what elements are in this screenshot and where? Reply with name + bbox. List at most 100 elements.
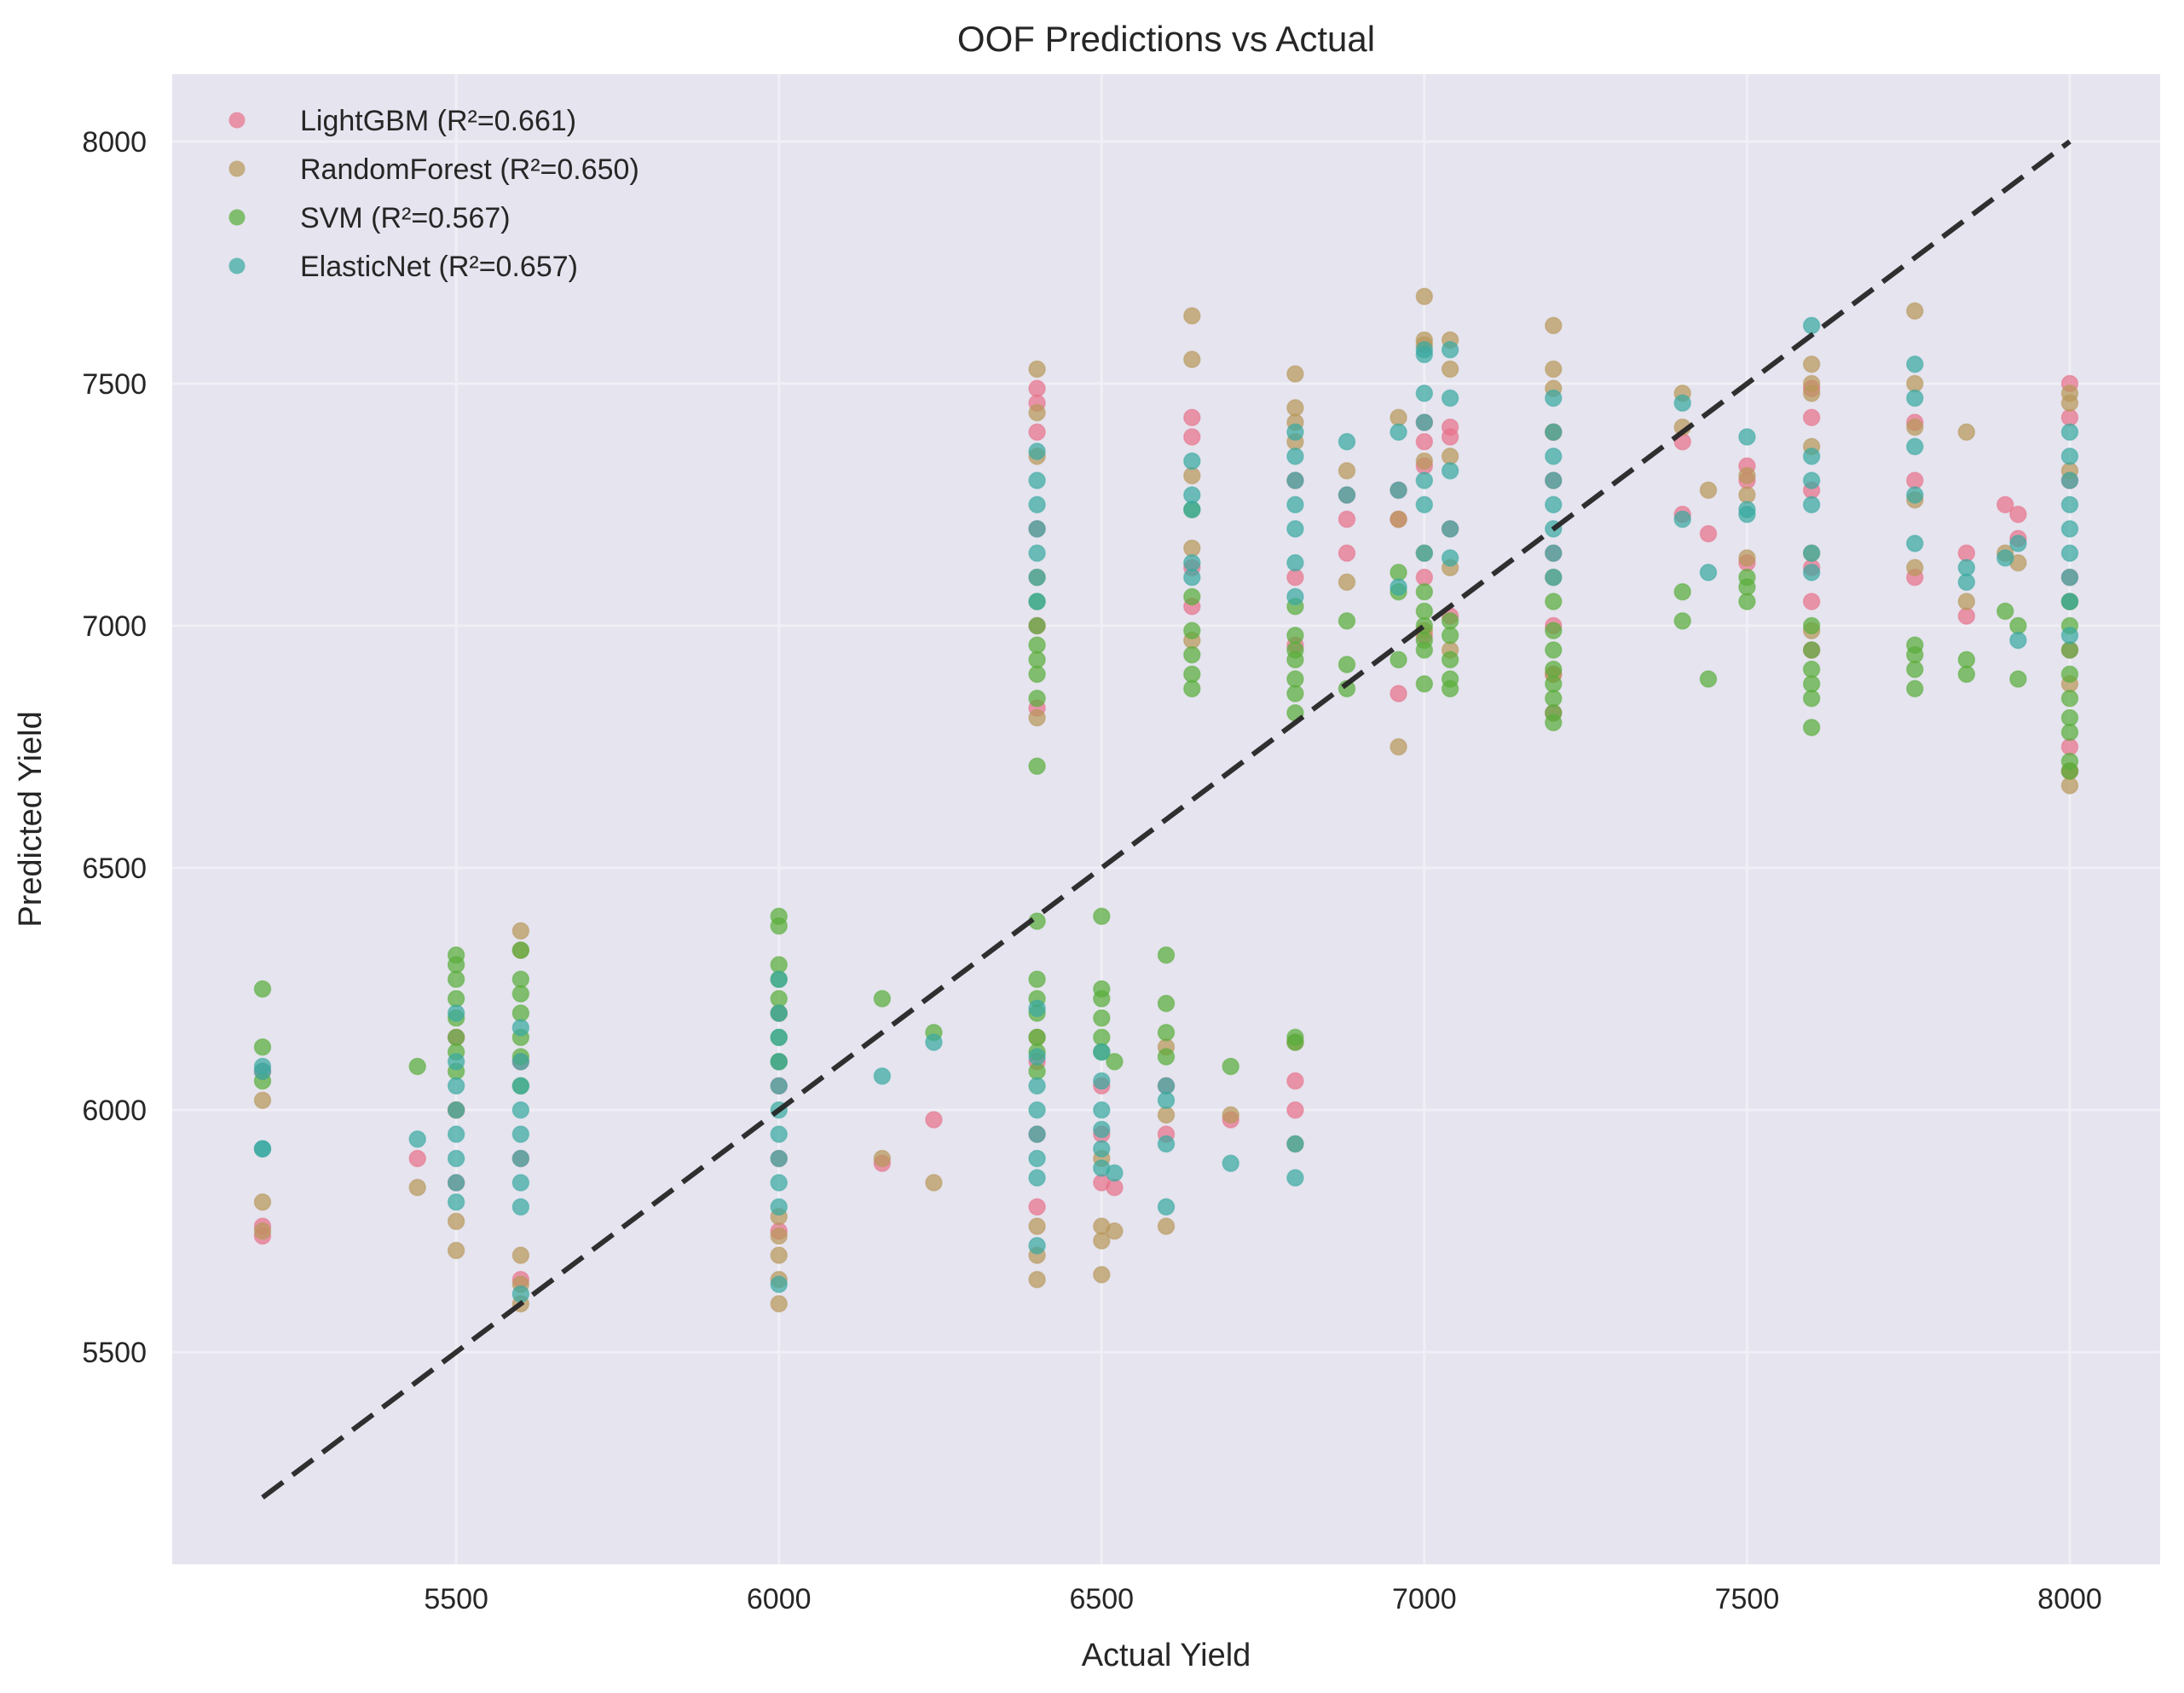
data-point xyxy=(770,1227,788,1245)
data-point xyxy=(1183,679,1201,698)
data-point xyxy=(1286,520,1304,538)
data-point xyxy=(253,979,272,998)
data-point xyxy=(1390,423,1407,442)
data-point xyxy=(1338,510,1356,529)
data-point xyxy=(2060,762,2079,780)
data-point xyxy=(253,1062,272,1080)
data-point xyxy=(1338,462,1356,480)
data-point xyxy=(1390,685,1407,702)
data-point xyxy=(1028,708,1046,727)
data-point xyxy=(1545,674,1563,693)
data-point xyxy=(253,1140,272,1158)
data-point xyxy=(1390,578,1407,596)
y-tick-label: 5500 xyxy=(82,1337,147,1369)
data-point xyxy=(1738,549,1756,567)
data-point xyxy=(447,1241,465,1260)
data-point xyxy=(1028,520,1046,538)
data-point xyxy=(1415,345,1434,364)
legend-marker xyxy=(228,257,246,274)
data-point xyxy=(1390,650,1407,669)
data-point xyxy=(2060,447,2079,465)
data-point xyxy=(2060,568,2079,586)
data-point xyxy=(770,990,788,1008)
data-point xyxy=(511,985,530,1003)
data-point xyxy=(770,1125,788,1143)
data-point xyxy=(873,1149,892,1168)
data-point xyxy=(447,1077,465,1095)
legend-marker xyxy=(228,209,246,226)
data-point xyxy=(1441,612,1459,630)
x-tick-label: 8000 xyxy=(2037,1583,2102,1615)
data-point xyxy=(511,1019,530,1037)
data-point xyxy=(447,990,465,1008)
data-point xyxy=(408,1178,426,1197)
data-point xyxy=(1802,690,1821,708)
data-point xyxy=(2060,471,2079,489)
data-point xyxy=(1028,1101,1046,1119)
data-point xyxy=(2009,534,2027,552)
data-point xyxy=(1390,737,1407,756)
data-point xyxy=(1028,1125,1046,1143)
data-point xyxy=(1028,1028,1046,1047)
x-axis-label: Actual Yield xyxy=(1082,1638,1251,1673)
data-point xyxy=(1802,495,1821,514)
data-point xyxy=(1028,616,1046,635)
data-point xyxy=(770,1275,788,1293)
data-point xyxy=(1286,1033,1304,1051)
data-point xyxy=(770,1053,788,1071)
data-point xyxy=(1106,1164,1124,1182)
data-point xyxy=(1390,510,1407,529)
data-point xyxy=(1441,679,1459,698)
data-point xyxy=(1415,452,1434,471)
data-point xyxy=(1157,1023,1176,1042)
data-point xyxy=(1957,650,1976,669)
data-point xyxy=(1415,674,1434,693)
data-point xyxy=(1028,757,1046,776)
data-point xyxy=(1157,1217,1176,1235)
data-point xyxy=(511,941,530,959)
legend: LightGBM (R²=0.661) RandomForest (R²=0.65… xyxy=(228,105,639,283)
legend-marker xyxy=(228,112,246,129)
data-point xyxy=(1028,1217,1046,1235)
data-point xyxy=(1802,355,1821,373)
data-point xyxy=(1338,486,1356,504)
data-point xyxy=(511,1285,530,1303)
data-point xyxy=(1286,447,1304,465)
data-point xyxy=(1157,1198,1176,1216)
data-point xyxy=(1441,340,1459,359)
data-point xyxy=(1106,1053,1124,1071)
data-point xyxy=(1957,592,1976,610)
series-3 xyxy=(253,316,2079,1303)
data-point xyxy=(1183,350,1201,368)
y-tick-label: 8000 xyxy=(82,126,147,159)
data-point xyxy=(1390,563,1407,581)
data-point xyxy=(2060,708,2079,727)
data-point xyxy=(1545,389,1563,407)
data-point xyxy=(1028,360,1046,378)
data-point xyxy=(1738,578,1756,596)
data-point xyxy=(1183,553,1201,572)
data-point xyxy=(2060,592,2079,610)
data-point xyxy=(770,1295,788,1313)
data-point xyxy=(408,1130,426,1148)
data-point xyxy=(1028,1198,1046,1216)
data-point xyxy=(1093,1028,1111,1047)
data-point xyxy=(1906,679,1924,698)
data-point xyxy=(2009,616,2027,635)
data-point xyxy=(2060,423,2079,442)
data-point xyxy=(408,1149,426,1168)
data-point xyxy=(1028,1270,1046,1289)
data-point xyxy=(1338,544,1356,563)
data-point xyxy=(1338,573,1356,592)
data-point xyxy=(1286,1169,1304,1187)
data-point xyxy=(1415,471,1434,489)
data-point xyxy=(1802,563,1821,581)
data-point xyxy=(1183,486,1201,504)
data-point xyxy=(1028,423,1046,442)
data-point xyxy=(1738,506,1756,523)
data-point xyxy=(2009,506,2027,523)
data-point xyxy=(1906,534,1924,552)
data-point xyxy=(1802,471,1821,489)
data-point xyxy=(511,1004,530,1022)
